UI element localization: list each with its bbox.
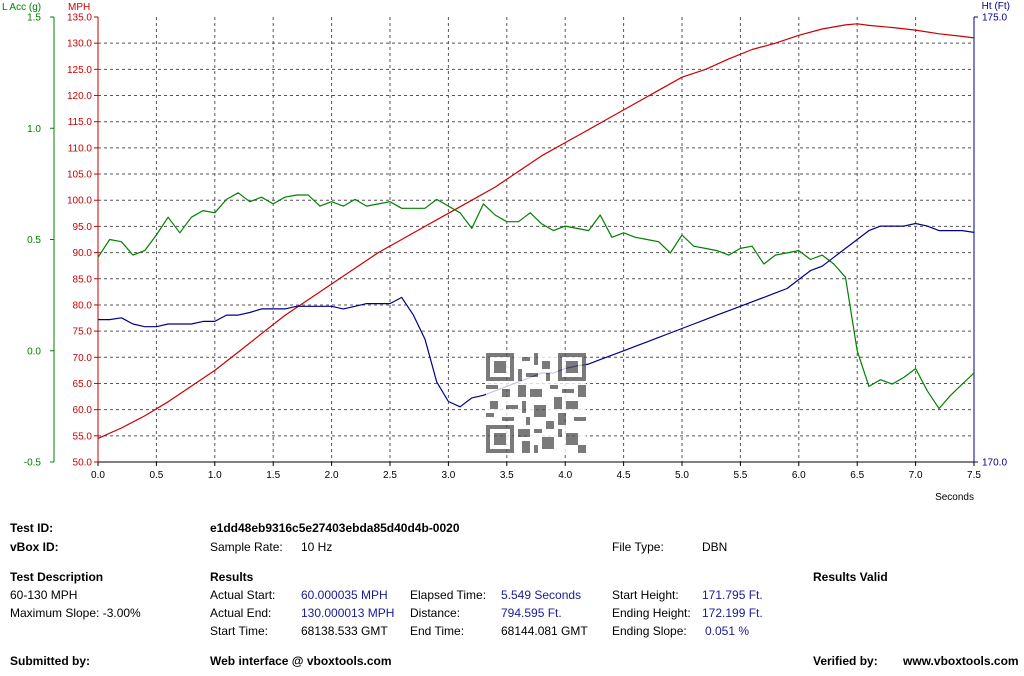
test-id-label: Test ID:	[10, 521, 54, 535]
x-tick-label: 4.5	[617, 470, 631, 481]
results-heading: Results	[210, 570, 254, 584]
x-tick-label: 1.0	[208, 470, 222, 481]
distance-label: Distance:	[410, 606, 461, 620]
x-tick-label: 3.0	[441, 470, 455, 481]
ending-height-label: Ending Height:	[612, 606, 691, 620]
x-tick-label: 4.0	[558, 470, 572, 481]
end-time-label: End Time:	[410, 624, 465, 638]
x-axis-label: Seconds	[935, 492, 974, 503]
file-type-label: File Type:	[612, 540, 664, 554]
mph-axis-label: MPH	[68, 2, 90, 13]
x-tick-label: 0.5	[149, 470, 163, 481]
distance-value: 794.595 Ft.	[501, 606, 562, 620]
end-time-value: 68144.081 GMT	[501, 624, 588, 638]
x-tick-label: 7.5	[967, 470, 981, 481]
lacc-tick-label: 0.0	[27, 346, 41, 357]
x-tick-label: 7.0	[909, 470, 923, 481]
x-tick-label: 2.5	[383, 470, 397, 481]
elapsed-time-label: Elapsed Time:	[410, 588, 487, 602]
actual-start-value: 60.000035 MPH	[301, 588, 388, 602]
mph-tick-label: 75.0	[73, 327, 93, 338]
mph-tick-label: 55.0	[73, 431, 93, 442]
elapsed-time-value: 5.549 Seconds	[501, 588, 582, 602]
start-height-value: 171.795 Ft.	[702, 588, 763, 602]
test-description-line2: Maximum Slope: -3.00%	[10, 606, 141, 620]
x-tick-label: 0.0	[91, 470, 105, 481]
x-tick-label: 3.5	[500, 470, 514, 481]
lacc-tick-label: 1.0	[27, 124, 41, 135]
mph-tick-label: 130.0	[67, 39, 92, 50]
lacc-axis-label: L Acc (g)	[2, 2, 41, 13]
x-tick-label: 6.5	[850, 470, 864, 481]
mph-tick-label: 50.0	[73, 458, 93, 469]
chart: 0.0 0.5 1.0 1.5 2.0 2.5 3.0 3.5 4.0 4.5 5.0 5.5 6.0 6…	[2, 1, 1010, 503]
lacc-tick-label: 1.5	[27, 13, 41, 24]
series-line-lacc	[97, 192, 975, 410]
actual-end-value: 130.000013 MPH	[301, 606, 395, 620]
start-height-label: Start Height:	[612, 588, 679, 602]
mph-tick-label: 90.0	[73, 248, 93, 259]
mph-tick-label: 135.0	[67, 13, 92, 24]
lacc-tick-label: -0.5	[24, 458, 42, 469]
mph-tick-label: 95.0	[73, 222, 93, 233]
mph-tick-label: 60.0	[73, 405, 93, 416]
actual-end-label: Actual End:	[210, 606, 272, 620]
qr-code-icon	[486, 353, 586, 453]
results-valid: Results Valid	[813, 570, 888, 584]
mph-tick-label: 120.0	[67, 91, 92, 102]
actual-start-label: Actual Start:	[210, 588, 276, 602]
verified-site-link[interactable]: www.vboxtools.com	[903, 654, 1019, 668]
test-id-value: e1dd48eb9316c5e27403ebda85d40d4b-0020	[210, 521, 460, 535]
x-tick-label: 5.0	[675, 470, 689, 481]
sample-rate-label: Sample Rate:	[210, 540, 283, 554]
mph-tick-label: 125.0	[67, 65, 92, 76]
vbox-id-label: vBox ID:	[10, 540, 59, 554]
series-line-mph	[97, 23, 975, 439]
ht-axis-label: Ht (Ft)	[982, 1, 1010, 12]
mph-tick-label: 100.0	[67, 196, 92, 207]
sample-rate-value: 10 Hz	[301, 540, 333, 554]
mph-tick-label: 65.0	[73, 379, 93, 390]
mph-tick-label: 115.0	[68, 117, 93, 128]
mph-tick-label: 80.0	[73, 300, 93, 311]
ending-height-value: 172.199 Ft.	[702, 606, 763, 620]
x-tick-label: 5.5	[733, 470, 747, 481]
test-description-heading: Test Description	[10, 570, 104, 584]
ending-slope-value: 0.051 %	[705, 624, 750, 638]
ht-tick-label: 175.0	[982, 13, 1007, 24]
submitted-by-label: Submitted by:	[10, 654, 90, 668]
mph-tick-label: 70.0	[73, 353, 93, 364]
start-time-label: Start Time:	[210, 624, 269, 638]
x-tick-label: 2.0	[325, 470, 339, 481]
ht-tick-label: 170.0	[982, 458, 1007, 469]
mph-tick-label: 105.0	[67, 170, 92, 181]
lacc-tick-label: 0.5	[27, 235, 41, 246]
mph-tick-label: 85.0	[73, 274, 93, 285]
test-description-line1: 60-130 MPH	[10, 588, 78, 602]
ending-slope-label: Ending Slope:	[612, 624, 687, 638]
start-time-value: 68138.533 GMT	[301, 624, 388, 638]
x-tick-label: 6.0	[792, 470, 806, 481]
verified-by-label: Verified by:	[813, 654, 878, 668]
file-type-value: DBN	[702, 540, 728, 554]
x-tick-label: 1.5	[266, 470, 280, 481]
web-interface-link[interactable]: Web interface @ vboxtools.com	[210, 654, 392, 668]
mph-tick-label: 110.0	[68, 143, 93, 154]
